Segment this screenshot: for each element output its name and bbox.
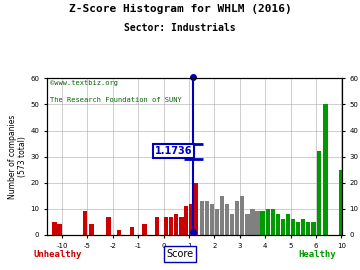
Bar [323,104,328,235]
Bar [189,204,193,235]
Bar [276,214,280,235]
Bar [107,217,111,235]
Text: Score: Score [166,249,194,259]
Bar [245,214,249,235]
Bar [164,217,168,235]
Bar [155,217,159,235]
Bar [255,211,260,235]
Bar [317,151,321,235]
Bar [291,219,295,235]
Bar [250,209,255,235]
Bar [286,214,290,235]
Bar [260,211,265,235]
Bar [169,217,174,235]
Bar [57,224,62,235]
Bar [194,183,198,235]
Bar [311,222,315,235]
Bar [225,204,229,235]
Bar [235,201,239,235]
Text: The Research Foundation of SUNY: The Research Foundation of SUNY [50,97,181,103]
Bar [117,230,121,235]
Bar [184,206,188,235]
Bar [301,219,305,235]
Bar [271,209,275,235]
Bar [339,230,344,235]
Text: Unhealthy: Unhealthy [33,250,82,259]
Bar [143,224,147,235]
Bar [306,222,310,235]
Bar [220,196,224,235]
Text: 1.1736: 1.1736 [154,146,192,156]
Text: Healthy: Healthy [298,250,336,259]
Text: Sector: Industrials: Sector: Industrials [124,23,236,33]
Text: Z-Score Histogram for WHLM (2016): Z-Score Histogram for WHLM (2016) [69,4,291,14]
Bar [240,196,244,235]
Text: ©www.textbiz.org: ©www.textbiz.org [50,80,118,86]
Bar [215,209,219,235]
Bar [339,170,343,235]
Bar [52,222,57,235]
Bar [266,209,270,235]
Bar [174,214,179,235]
Bar [179,217,184,235]
Bar [199,201,204,235]
Bar [83,211,87,235]
Bar [296,222,300,235]
Bar [210,204,214,235]
Bar [204,201,209,235]
Bar [90,224,94,235]
Bar [130,227,134,235]
Bar [230,214,234,235]
Y-axis label: Number of companies
(573 total): Number of companies (573 total) [8,114,27,199]
Bar [281,219,285,235]
